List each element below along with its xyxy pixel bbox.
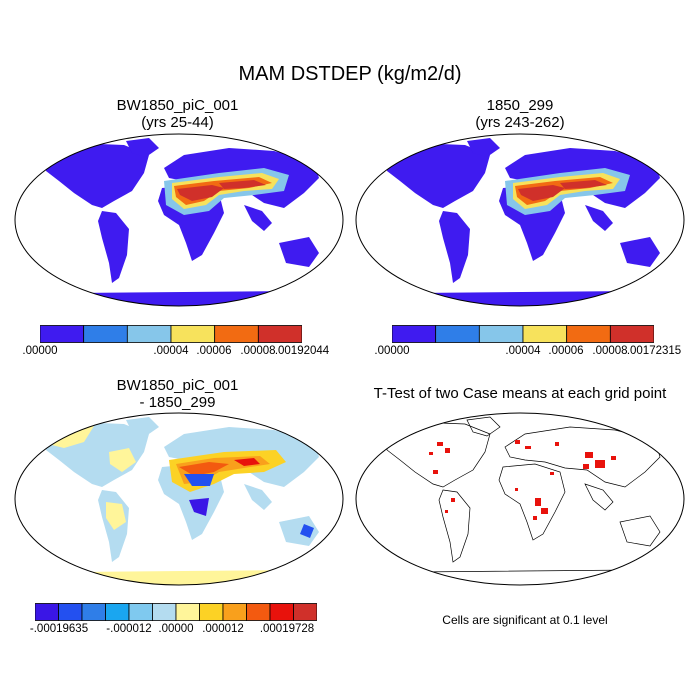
colorbar-swatch bbox=[58, 603, 83, 621]
colorbar-swatch bbox=[126, 325, 172, 343]
colorbar-swatch bbox=[175, 603, 200, 621]
panel-2-title-line2: (yrs 243-262) bbox=[475, 114, 565, 131]
colorbar-1-label: .00004 bbox=[153, 345, 189, 357]
panel-1-title-line2: (yrs 25-44) bbox=[141, 114, 214, 131]
colorbar-swatch bbox=[83, 325, 128, 343]
colorbar-2-label: .00008 bbox=[592, 345, 628, 357]
panel-3-title-line2: - 1850_299 bbox=[139, 394, 216, 411]
colorbar-panel-2-labels: .00000 .00004 .00006 .00008 .00172315 bbox=[374, 345, 681, 359]
colorbar-swatch bbox=[293, 603, 317, 621]
colorbar-panel-3-labels: -.00019635 -.000012 .00000 .000012 .0001… bbox=[30, 623, 317, 637]
colorbar-1-label: .00000 bbox=[22, 345, 58, 357]
panel-2-title: 1850_299 (yrs 243-262) bbox=[355, 97, 685, 131]
panel-3-title-line1: BW1850_piC_001 bbox=[116, 377, 239, 394]
colorbar-swatch bbox=[199, 603, 224, 621]
colorbar-2-label: .00006 bbox=[548, 345, 584, 357]
colorbar-panel-1 bbox=[40, 325, 302, 343]
colorbar-swatch bbox=[222, 603, 247, 621]
colorbar-swatch bbox=[566, 325, 611, 343]
colorbar-3-label: .00019728 bbox=[259, 623, 315, 635]
colorbar-swatch bbox=[246, 603, 271, 621]
dust-field bbox=[505, 168, 630, 215]
colorbar-swatch bbox=[257, 325, 302, 343]
colorbar-panel-3 bbox=[35, 603, 317, 621]
colorbar-swatch bbox=[478, 325, 524, 343]
colorbar-swatch bbox=[40, 325, 85, 343]
panel-1-title-line1: BW1850_piC_001 bbox=[116, 97, 239, 114]
colorbar-2-label: .00000 bbox=[374, 345, 410, 357]
colorbar-3-label: -.000012 bbox=[106, 623, 152, 635]
map-panel-1 bbox=[14, 133, 344, 307]
colorbar-swatch bbox=[609, 325, 654, 343]
colorbar-1-label: .00192044 bbox=[274, 345, 330, 357]
colorbar-2-label: .00172315 bbox=[626, 345, 682, 357]
colorbar-3-label: .000012 bbox=[202, 623, 244, 635]
dust-field bbox=[164, 168, 289, 215]
colorbar-swatch bbox=[128, 603, 153, 621]
colorbar-swatch bbox=[35, 603, 59, 621]
map-panel-2 bbox=[355, 133, 685, 307]
colorbar-1-label: .00006 bbox=[196, 345, 232, 357]
colorbar-swatch bbox=[81, 603, 106, 621]
colorbar-swatch bbox=[269, 603, 294, 621]
colorbar-swatch bbox=[170, 325, 216, 343]
significant-cells bbox=[429, 440, 616, 520]
panel-3-title: BW1850_piC_001 - 1850_299 bbox=[15, 377, 340, 411]
colorbar-3-label: -.00019635 bbox=[29, 623, 89, 635]
colorbar-swatch bbox=[522, 325, 568, 343]
figure-title: MAM DSTDEP (kg/m2/d) bbox=[238, 63, 462, 85]
colorbar-swatch bbox=[105, 603, 130, 621]
colorbar-3-label: .00000 bbox=[158, 623, 194, 635]
map-panel-3 bbox=[14, 412, 344, 586]
panel-4-title: T-Test of two Case means at each grid po… bbox=[373, 385, 667, 402]
colorbar-panel-2 bbox=[392, 325, 654, 343]
colorbar-2-label: .00004 bbox=[505, 345, 541, 357]
panel-1-title: BW1850_piC_001 (yrs 25-44) bbox=[15, 97, 340, 131]
colorbar-swatch bbox=[152, 603, 177, 621]
significance-note: Cells are significant at 0.1 level bbox=[442, 613, 608, 627]
colorbar-swatch bbox=[392, 325, 437, 343]
colorbar-swatch bbox=[435, 325, 480, 343]
colorbar-1-label: .00008 bbox=[240, 345, 276, 357]
panel-2-title-line1: 1850_299 bbox=[486, 97, 554, 114]
colorbar-panel-1-labels: .00000 .00004 .00006 .00008 .00192044 bbox=[22, 345, 329, 359]
colorbar-swatch bbox=[214, 325, 259, 343]
map-panel-4 bbox=[355, 412, 685, 586]
